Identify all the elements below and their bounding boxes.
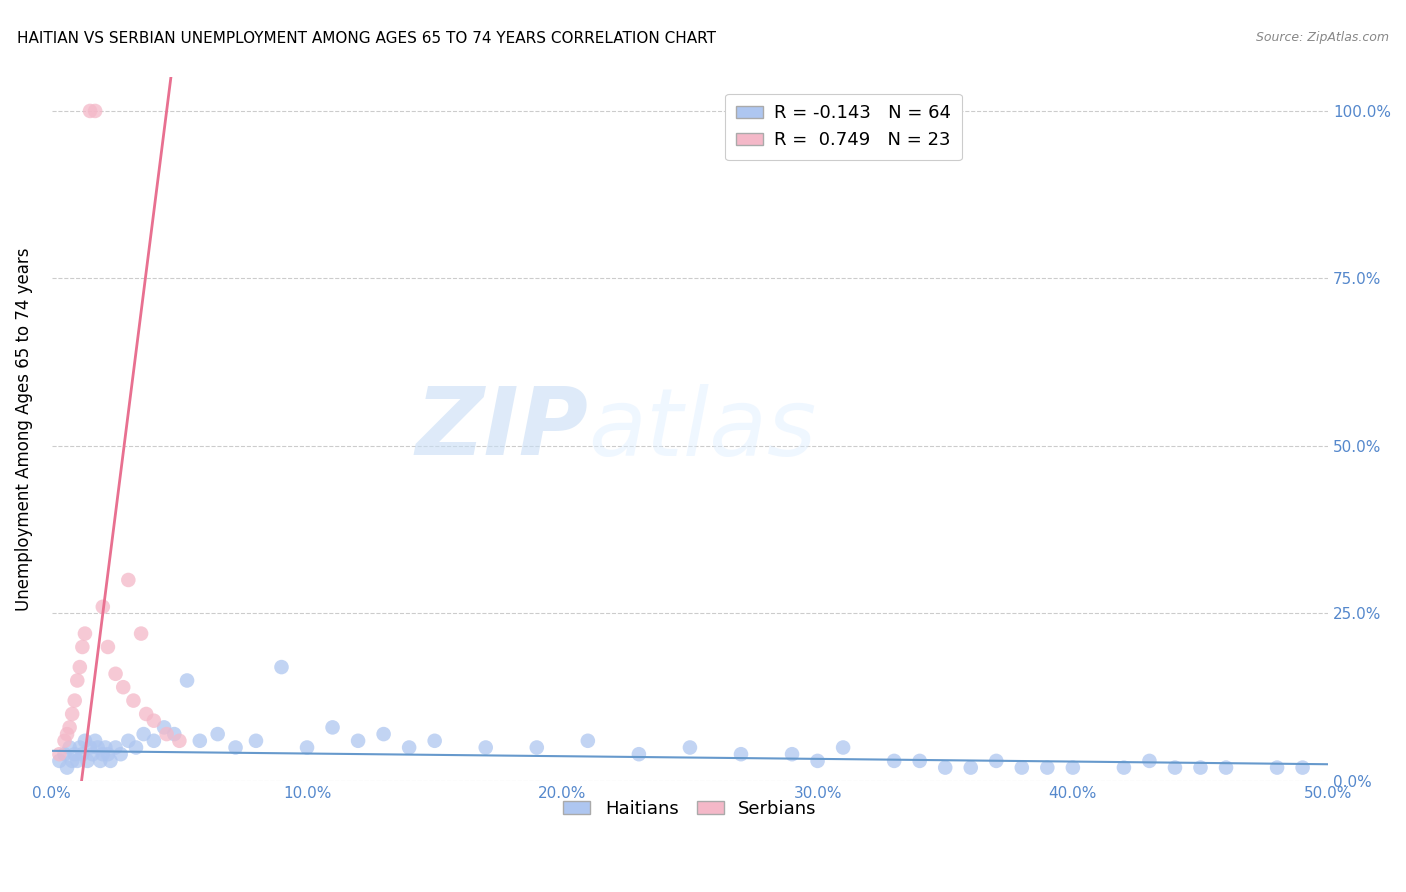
Point xyxy=(129,626,152,640)
Point xyxy=(806,754,828,768)
Point xyxy=(270,660,292,674)
Point xyxy=(934,761,956,775)
Point xyxy=(84,103,107,118)
Point xyxy=(91,599,114,614)
Point xyxy=(53,733,76,747)
Point xyxy=(100,754,122,768)
Point xyxy=(63,747,86,762)
Text: atlas: atlas xyxy=(588,384,815,475)
Point xyxy=(986,754,1008,768)
Point xyxy=(66,673,89,688)
Point xyxy=(730,747,752,762)
Point xyxy=(122,693,145,707)
Point xyxy=(163,727,186,741)
Point xyxy=(142,733,165,747)
Point xyxy=(60,706,83,721)
Point xyxy=(883,754,905,768)
Point xyxy=(53,747,76,762)
Point xyxy=(69,740,91,755)
Point xyxy=(1112,761,1135,775)
Point xyxy=(780,747,803,762)
Point xyxy=(959,761,981,775)
Legend: Haitians, Serbians: Haitians, Serbians xyxy=(555,792,824,825)
Point xyxy=(295,740,318,755)
Point xyxy=(117,573,139,587)
Point xyxy=(82,747,104,762)
Point xyxy=(188,733,211,747)
Point xyxy=(832,740,855,755)
Text: HAITIAN VS SERBIAN UNEMPLOYMENT AMONG AGES 65 TO 74 YEARS CORRELATION CHART: HAITIAN VS SERBIAN UNEMPLOYMENT AMONG AG… xyxy=(17,31,716,46)
Point xyxy=(135,706,157,721)
Point xyxy=(97,747,120,762)
Point xyxy=(132,727,155,741)
Point xyxy=(627,747,650,762)
Point xyxy=(94,740,117,755)
Point xyxy=(73,626,96,640)
Point xyxy=(1036,761,1059,775)
Point xyxy=(48,754,70,768)
Point xyxy=(142,714,165,728)
Point xyxy=(104,666,127,681)
Point xyxy=(112,680,135,694)
Point xyxy=(1189,761,1212,775)
Point xyxy=(1011,761,1033,775)
Point xyxy=(225,740,247,755)
Point xyxy=(59,720,82,734)
Point xyxy=(153,720,176,734)
Point xyxy=(679,740,702,755)
Point xyxy=(322,720,344,734)
Point xyxy=(66,754,89,768)
Point xyxy=(56,761,79,775)
Point xyxy=(69,660,91,674)
Y-axis label: Unemployment Among Ages 65 to 74 years: Unemployment Among Ages 65 to 74 years xyxy=(15,247,32,611)
Point xyxy=(207,727,229,741)
Point xyxy=(347,733,370,747)
Point xyxy=(1062,761,1084,775)
Point xyxy=(1164,761,1187,775)
Point xyxy=(89,754,111,768)
Point xyxy=(48,747,70,762)
Text: ZIP: ZIP xyxy=(415,384,588,475)
Point xyxy=(72,747,94,762)
Point xyxy=(59,740,82,755)
Point xyxy=(1291,761,1313,775)
Point xyxy=(169,733,191,747)
Point xyxy=(86,740,108,755)
Point xyxy=(84,733,107,747)
Point xyxy=(110,747,132,762)
Point xyxy=(176,673,198,688)
Point xyxy=(526,740,548,755)
Point xyxy=(1265,761,1288,775)
Point xyxy=(97,640,120,654)
Point xyxy=(76,754,98,768)
Point xyxy=(125,740,148,755)
Point xyxy=(156,727,179,741)
Point xyxy=(56,727,79,741)
Point xyxy=(91,747,114,762)
Point xyxy=(398,740,420,755)
Point xyxy=(79,740,101,755)
Point xyxy=(908,754,931,768)
Point xyxy=(1215,761,1237,775)
Point xyxy=(1139,754,1161,768)
Point xyxy=(117,733,139,747)
Point xyxy=(60,754,83,768)
Point xyxy=(245,733,267,747)
Text: Source: ZipAtlas.com: Source: ZipAtlas.com xyxy=(1256,31,1389,45)
Point xyxy=(104,740,127,755)
Point xyxy=(72,640,94,654)
Point xyxy=(79,103,101,118)
Point xyxy=(73,733,96,747)
Point xyxy=(576,733,599,747)
Point xyxy=(63,693,86,707)
Point xyxy=(474,740,496,755)
Point xyxy=(373,727,395,741)
Point xyxy=(423,733,446,747)
